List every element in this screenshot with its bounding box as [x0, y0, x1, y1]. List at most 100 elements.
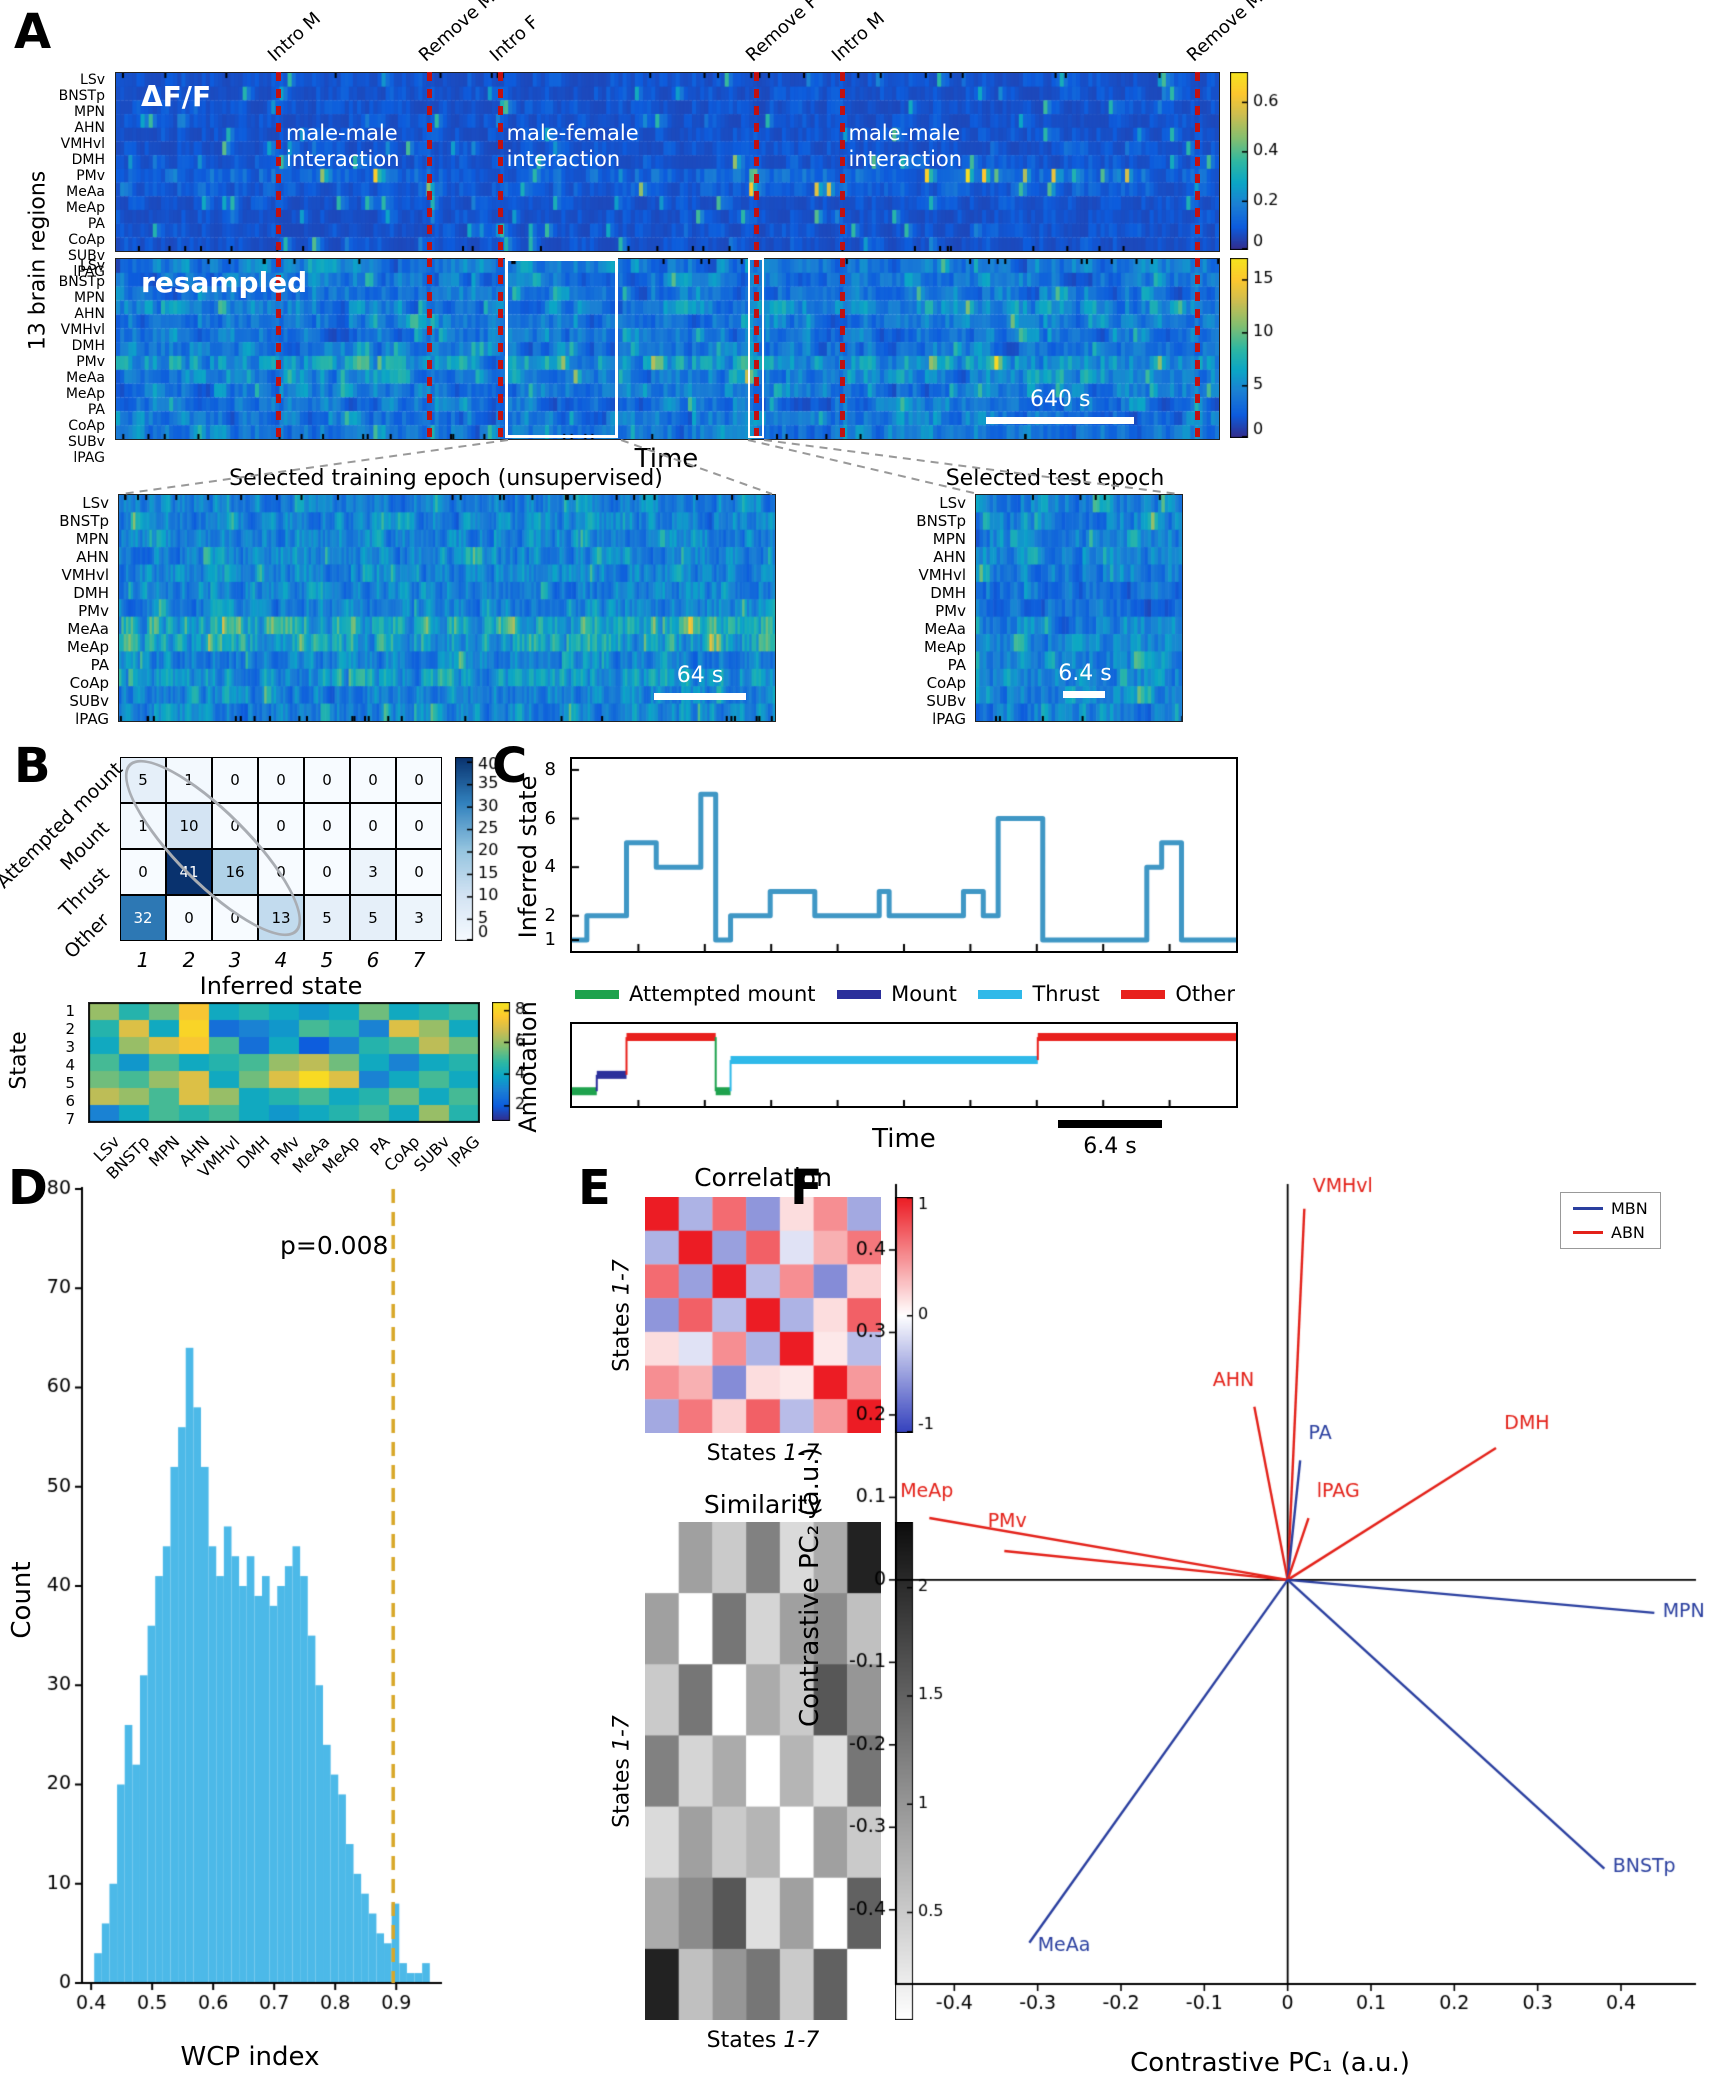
event-label: Intro F — [485, 11, 543, 66]
f-legend-label: MBN — [1611, 1199, 1648, 1218]
c-ytick-label: 6 — [544, 807, 556, 829]
event-label: Remove M — [1182, 0, 1268, 67]
region-label: LSv — [80, 258, 105, 274]
legend-label: Attempted mount — [629, 982, 816, 1006]
event-marker-line — [427, 72, 433, 250]
scalebar-6p4s — [1063, 691, 1105, 698]
similarity-title: Similarity — [703, 1490, 823, 1519]
region-label: lPAG — [75, 710, 109, 728]
c-time-label: Time — [872, 1124, 936, 1154]
c-ytick-label: 2 — [544, 904, 556, 926]
event-marker-line — [1195, 258, 1201, 438]
confusion-cell: 41 — [166, 849, 212, 895]
count-ylabel: Count — [7, 1561, 37, 1639]
confusion-cell: 5 — [350, 895, 396, 941]
event-marker-line — [839, 72, 845, 250]
region-label: SUBv — [926, 692, 966, 710]
inferred-state-plot-canvas — [572, 759, 1236, 951]
resampled-region-labels: LSv BNSTp MPN AHN VMHvl DMH PMv MeAa MeAp PA CoAp S… — [42, 258, 110, 466]
state-heatmap-colorbar — [492, 1002, 548, 1121]
region-label: MPN — [75, 530, 109, 548]
confusion-cell: 1 — [166, 757, 212, 803]
dff-colorbar — [1230, 72, 1292, 250]
training-region-labels: LSv BNSTp MPN AHN VMHvl DMH PMv MeAa MeAp PA CoAp S… — [46, 494, 114, 728]
legend-swatch — [978, 989, 1023, 999]
confusion-cell: 10 — [166, 803, 212, 849]
confusion-cell: 0 — [350, 803, 396, 849]
f-legend: MBN ABN — [1560, 1192, 1661, 1249]
interaction-label: male-male interaction — [848, 121, 963, 172]
region-label: PA — [90, 656, 109, 674]
resampled-heatmap-canvas — [115, 258, 1220, 440]
event-label: Intro M — [264, 8, 326, 66]
test-region-labels: LSv BNSTp MPN AHN VMHvl DMH PMv MeAa MeAp PA CoAp S… — [903, 494, 971, 728]
event-marker-line — [753, 258, 759, 438]
annotation-plot-canvas — [572, 1024, 1236, 1106]
region-label: VMHvl — [61, 566, 109, 584]
region-label: SUBv — [67, 248, 105, 264]
event-label: Remove F — [741, 0, 823, 67]
confusion-xtick: 5 — [320, 948, 334, 972]
resampled-title: resampled — [141, 266, 308, 299]
confusion-cell: 1 — [120, 803, 166, 849]
region-label: AHN — [74, 306, 105, 322]
region-label: PA — [87, 216, 105, 232]
confusion-cell: 0 — [396, 803, 442, 849]
annotation-plot — [570, 1022, 1238, 1108]
region-label: MeAp — [65, 386, 105, 402]
confusion-cell: 0 — [396, 849, 442, 895]
event-marker-line — [427, 258, 433, 438]
confusion-cell: 0 — [350, 757, 396, 803]
legend-item: Attempted mount — [575, 982, 816, 1006]
confusion-xtick: 7 — [412, 948, 426, 972]
resampled-overlay — [115, 258, 1218, 438]
event-marker-line — [276, 258, 282, 438]
c-ytick-label: 4 — [544, 856, 556, 878]
dff-heatmap: ΔF/F male-male interaction male-female in… — [115, 72, 1220, 252]
legend-label: Other — [1175, 982, 1235, 1006]
confusion-xtick: 1 — [136, 948, 150, 972]
legend-item: Mount — [837, 982, 957, 1006]
c-scalebar — [1058, 1120, 1162, 1128]
inferred-state-xlabel: Inferred state — [199, 972, 363, 1000]
confusion-cell: 0 — [120, 849, 166, 895]
region-label: 5 — [65, 1074, 75, 1092]
confusion-colorbar — [455, 757, 519, 941]
f-legend-label: ABN — [1611, 1223, 1645, 1242]
legend-item: Thrust — [978, 982, 1100, 1006]
region-label: MeAa — [67, 620, 109, 638]
event-labels-row: Intro M Remove M Intro F Remove F Intro M Rem… — [115, 0, 1267, 68]
scalebar-64s-label: 64 s — [676, 663, 724, 688]
region-label: lPAG — [932, 710, 966, 728]
f-legend-item: ABN — [1573, 1223, 1648, 1242]
corr-xlabel: States 1-7 — [706, 1441, 820, 1466]
confusion-cell: 3 — [396, 895, 442, 941]
confusion-cell: 0 — [212, 757, 258, 803]
region-label: CoAp — [68, 232, 105, 248]
event-marker-line — [1195, 72, 1201, 250]
panel-f-label: F — [790, 1160, 823, 1216]
training-heatmap: 64 s — [118, 494, 776, 722]
inferred-state-plot — [570, 757, 1238, 953]
interaction-label: male-male interaction — [285, 121, 400, 172]
region-label: PMv — [78, 602, 109, 620]
confusion-cell: 5 — [304, 895, 350, 941]
region-label: SUBv — [69, 692, 109, 710]
confusion-xtick: 2 — [182, 948, 196, 972]
confusion-xtick: 3 — [228, 948, 242, 972]
confusion-matrix: 5 1 0 0 0 0 0 1 10 0 0 0 0 0 0 41 16 0 0 3 0 32 0 0 13 5 5 3 Attempt… — [0, 737, 442, 963]
region-label: PA — [87, 402, 105, 418]
region-label: PMv — [935, 602, 966, 620]
region-label: PA — [947, 656, 966, 674]
region-label: MPN — [932, 530, 966, 548]
c-scalebar-label: 6.4 s — [1083, 1134, 1137, 1159]
test-epoch-box — [748, 258, 764, 438]
p-value-label: p=0.008 — [280, 1231, 389, 1260]
legend-swatch — [575, 989, 619, 999]
contrastive-pc-plot — [830, 1172, 1710, 2040]
confusion-cell: 0 — [258, 849, 304, 895]
confusion-cell: 0 — [304, 757, 350, 803]
region-label: 6 — [65, 1092, 75, 1110]
region-label: 1 — [65, 1002, 75, 1020]
